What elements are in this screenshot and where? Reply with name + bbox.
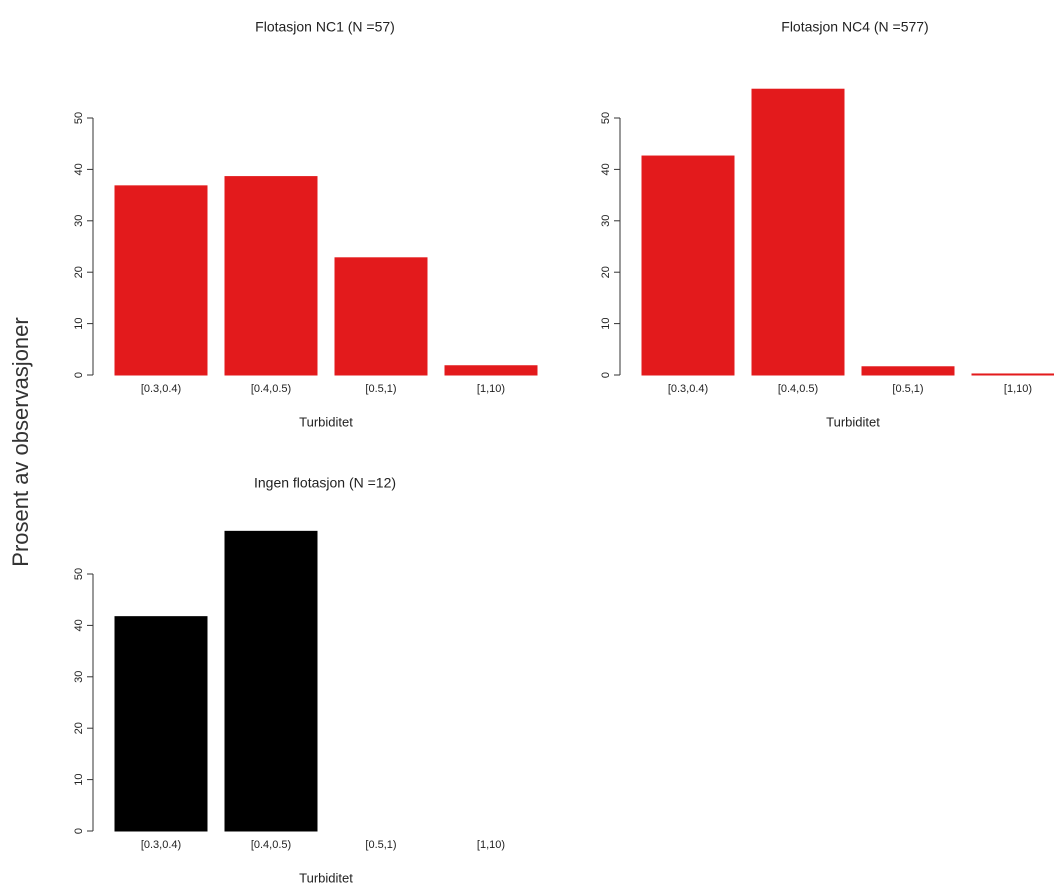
- x-axis-label: Turbiditet: [299, 414, 353, 429]
- panel-title: Flotasjon NC4 (N =577): [781, 19, 928, 35]
- y-tick-label: 10: [73, 773, 85, 785]
- x-tick-label: [0.4,0.5): [251, 839, 291, 851]
- y-tick-label: 20: [73, 722, 85, 734]
- y-tick-label: 40: [73, 163, 85, 175]
- y-tick-label: 20: [73, 266, 85, 278]
- bar: [751, 88, 845, 376]
- y-tick-label: 10: [600, 317, 612, 329]
- panel-title: Ingen flotasjon (N =12): [254, 475, 396, 491]
- bar: [224, 530, 318, 832]
- y-tick-label: 30: [73, 215, 85, 227]
- y-tick-label: 40: [73, 619, 85, 631]
- panel-title: Flotasjon NC1 (N =57): [255, 19, 395, 35]
- x-tick-label: [1,10): [1004, 383, 1032, 395]
- bar: [444, 365, 538, 376]
- bar: [641, 155, 735, 376]
- x-axis-label: Turbiditet: [826, 414, 880, 429]
- bar: [334, 257, 428, 376]
- y-tick-label: 20: [600, 266, 612, 278]
- x-tick-label: [0.3,0.4): [668, 383, 708, 395]
- y-tick-label: 50: [73, 112, 85, 124]
- bar: [224, 176, 318, 376]
- x-tick-label: [0.5,1): [365, 383, 396, 395]
- bar: [861, 366, 955, 376]
- x-tick-label: [0.3,0.4): [141, 383, 181, 395]
- y-tick-label: 10: [73, 317, 85, 329]
- y-tick-label: 0: [73, 372, 85, 378]
- y-tick-label: 30: [73, 671, 85, 683]
- x-tick-label: [0.3,0.4): [141, 839, 181, 851]
- x-tick-label: [1,10): [477, 839, 505, 851]
- x-axis-label: Turbiditet: [299, 870, 353, 885]
- y-tick-label: 0: [73, 828, 85, 834]
- x-tick-label: [0.5,1): [892, 383, 923, 395]
- bar: [971, 373, 1054, 376]
- y-tick-label: 50: [600, 112, 612, 124]
- y-tick-label: 0: [600, 372, 612, 378]
- x-tick-label: [0.4,0.5): [778, 383, 818, 395]
- x-tick-label: [0.5,1): [365, 839, 396, 851]
- y-tick-label: 40: [600, 163, 612, 175]
- bar: [114, 616, 208, 832]
- y-axis-label: Prosent av observasjoner: [8, 317, 33, 566]
- y-tick-label: 50: [73, 568, 85, 580]
- x-tick-label: [0.4,0.5): [251, 383, 291, 395]
- x-tick-label: [1,10): [477, 383, 505, 395]
- bar: [114, 185, 208, 376]
- y-tick-label: 30: [600, 215, 612, 227]
